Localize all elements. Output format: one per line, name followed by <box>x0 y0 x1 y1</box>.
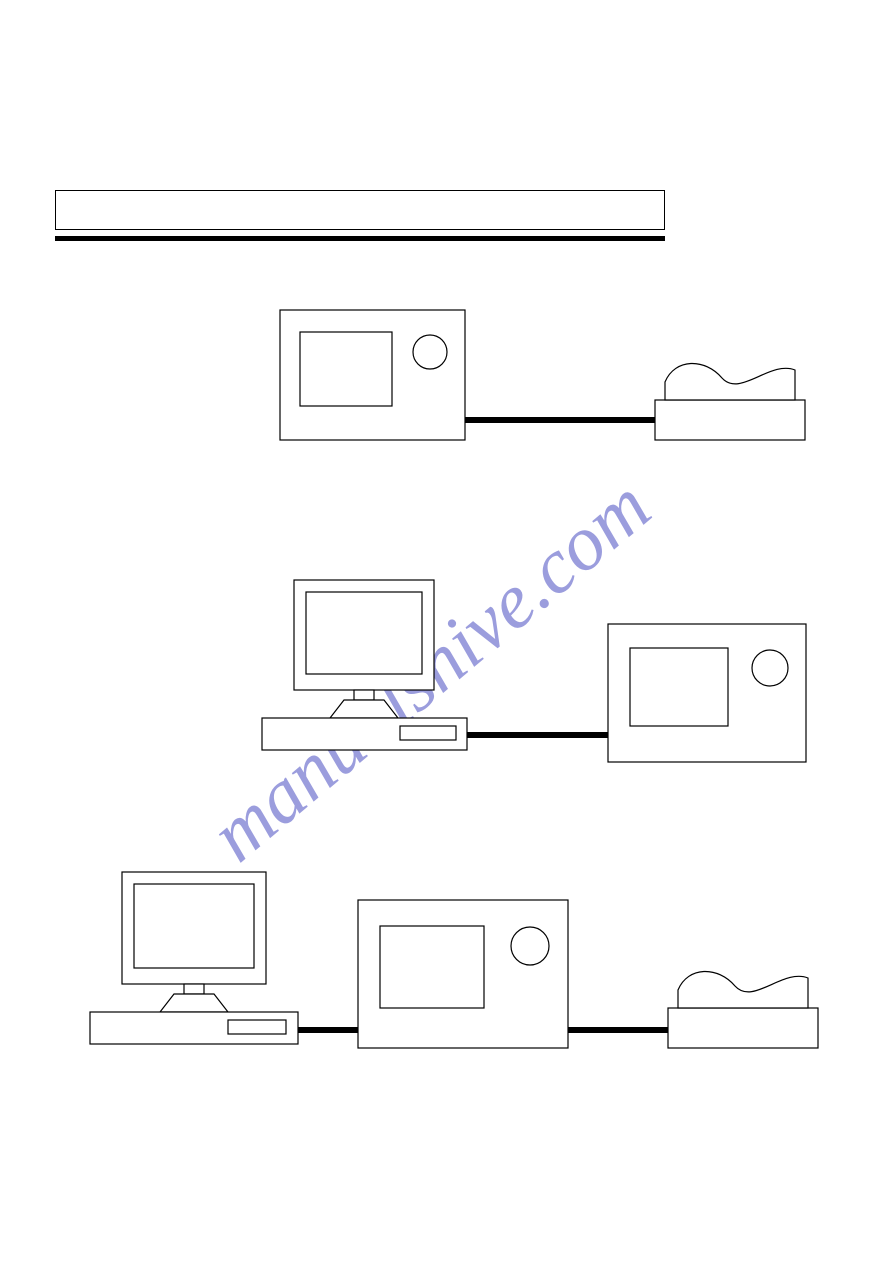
phone-icon <box>655 363 805 440</box>
instrument-icon <box>358 900 568 1048</box>
row1 <box>280 310 805 440</box>
computer-icon <box>262 580 467 750</box>
phone-icon <box>668 971 818 1048</box>
instrument-icon <box>608 624 806 762</box>
diagram-canvas <box>0 0 893 1263</box>
row3 <box>90 872 818 1048</box>
row2 <box>262 580 806 762</box>
computer-icon <box>90 872 298 1044</box>
instrument-icon <box>280 310 465 440</box>
